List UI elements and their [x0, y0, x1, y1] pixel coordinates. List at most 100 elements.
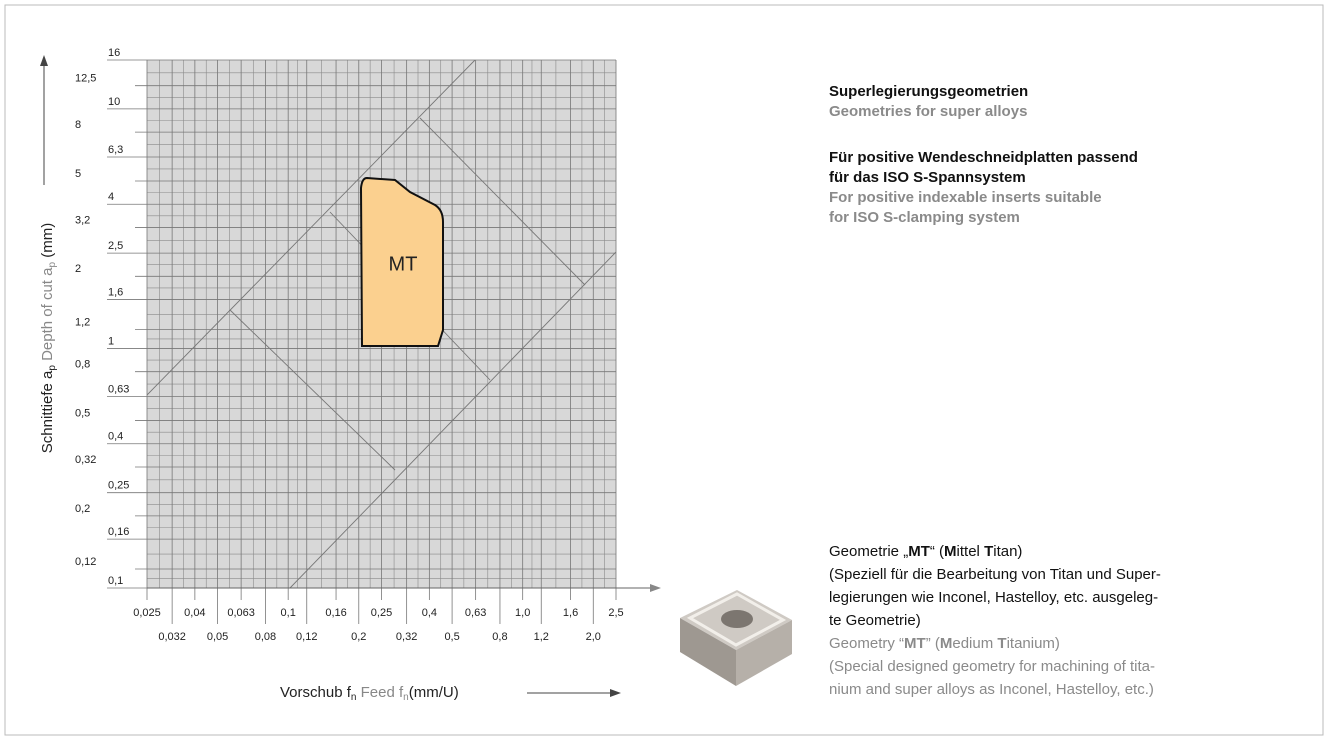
x-label-part: (mm/U): [409, 684, 459, 701]
x-tick-label: 0,8: [492, 631, 507, 643]
text-run: M: [939, 635, 953, 652]
description-line: Geometrie „MT“ (Mittel Titan): [829, 540, 1161, 563]
x-tick-label: 0,16: [325, 607, 346, 619]
text-run: MT: [908, 543, 930, 560]
x-tick-label: 2,0: [586, 631, 601, 643]
y-tick-label: 2: [75, 263, 81, 275]
text-run: M: [944, 543, 957, 560]
text-run: (Speziell für die Bearbeitung von Titan …: [829, 566, 1161, 583]
block: Für positive Wendeschneidplatten passend…: [829, 148, 1138, 228]
y-tick-label: 0,63: [108, 383, 129, 395]
frame: [4, 4, 1324, 736]
text-run: MT: [904, 635, 926, 652]
x-tick-label: 1,2: [534, 631, 549, 643]
y-arrow-head: [40, 55, 48, 66]
text-run: “ (: [929, 543, 945, 560]
x-tick-label: 0,04: [184, 607, 205, 619]
y-label-sub: p: [47, 262, 58, 268]
x-tick-label: 0,2: [351, 631, 366, 643]
y-tick-label: 1: [108, 335, 114, 347]
text-run: ittel: [956, 543, 985, 560]
y-tick-label: 0,5: [75, 407, 90, 419]
x-tick-label: 0,25: [371, 607, 392, 619]
y-tick-label: 2,5: [108, 240, 123, 252]
text-run: itan): [993, 543, 1023, 560]
y-tick-label: 0,1: [108, 575, 123, 587]
text-run: edium: [952, 635, 998, 652]
x-tick-label: 0,1: [281, 607, 296, 619]
y-tick-label: 0,16: [108, 526, 129, 538]
y-tick-label: 3,2: [75, 214, 90, 226]
y-tick-label: 1,6: [108, 286, 123, 298]
block: Superlegierungsgeometrien Geometries for…: [829, 82, 1028, 122]
y-tick-label: 5: [75, 168, 81, 180]
mt-region: [359, 176, 444, 347]
y-tick-label: 8: [75, 119, 81, 131]
x-label-part: Feed f: [356, 684, 404, 701]
description-line: (Speziell für die Bearbeitung von Titan …: [829, 563, 1161, 586]
x-tick-label: 1,0: [515, 607, 530, 619]
text-run: Geometrie „: [829, 543, 909, 560]
description-line: nium and super alloys as Inconel, Hastel…: [829, 678, 1161, 701]
y-tick-label: 6,3: [108, 144, 123, 156]
heading: für das ISO S-Spannsystem: [829, 169, 1026, 186]
x-tick-label: 0,05: [207, 631, 228, 643]
insert-image: [680, 590, 792, 686]
heading: Geometries for super alloys: [829, 103, 1028, 120]
y-tick-label: 1,2: [75, 316, 90, 328]
description-line: Geometry “MT” (Medium Titanium): [829, 632, 1161, 655]
y-tick-label: 0,25: [108, 480, 129, 492]
x-axis-label: Vorschub fn Feed fn(mm/U): [280, 684, 459, 703]
y-tick-label: 0,2: [75, 503, 90, 515]
x-tick-label: 0,63: [465, 607, 486, 619]
y-tick-label: 0,12: [75, 556, 96, 568]
region-label: MT: [389, 253, 418, 275]
text-run: itanium): [1006, 635, 1060, 652]
y-tick-label: 4: [108, 191, 114, 203]
y-tick-label: 12,5: [75, 73, 96, 85]
heading: For positive indexable inserts suitable: [829, 189, 1102, 206]
x-tick-label: 0,08: [255, 631, 276, 643]
heading: Für positive Wendeschneidplatten passend: [829, 149, 1138, 166]
diagonals: [147, 60, 616, 588]
y-label-part: (mm): [39, 223, 56, 262]
text-run: ” (: [925, 635, 940, 652]
text-run: legierungen wie Inconel, Hastelloy, etc.…: [829, 589, 1159, 606]
y-tick-label: 0,8: [75, 359, 90, 371]
y-axis-label: Schnittiefe ap Depth of cut ap (mm): [39, 223, 58, 453]
y-label-part: Depth of cut a: [39, 267, 56, 365]
text-run: T: [997, 635, 1007, 652]
y-label-part: Schnittiefe a: [39, 370, 56, 453]
y-label-sub: p: [47, 365, 58, 371]
y-tick-label: 0,32: [75, 454, 96, 466]
x-tick-label: 0,5: [444, 631, 459, 643]
text-run: T: [984, 543, 994, 560]
y-tick-label: 16: [108, 47, 120, 59]
y-tick-label: 0,4: [108, 431, 123, 443]
description-line: te Geometrie): [829, 609, 1161, 632]
text-run: nium and super alloys as Inconel, Hastel…: [829, 681, 1154, 698]
x-tick-label: 0,063: [227, 607, 255, 619]
x-tick-label: 0,032: [158, 631, 186, 643]
x-tick-label: 0,4: [422, 607, 437, 619]
x-tick-label: 0,12: [296, 631, 317, 643]
x-tick-label: 1,6: [563, 607, 578, 619]
x-tick-label: 0,32: [396, 631, 417, 643]
description-line: legierungen wie Inconel, Hastelloy, etc.…: [829, 586, 1161, 609]
y-tick-label: 10: [108, 96, 120, 108]
description: Geometrie „MT“ (Mittel Titan) (Speziell f…: [829, 540, 1161, 701]
heading: for ISO S-clamping system: [829, 209, 1020, 226]
x-tick-label: 2,5: [608, 607, 623, 619]
text-run: te Geometrie): [829, 612, 921, 629]
description-line: (Special designed geometry for machining…: [829, 655, 1161, 678]
x-arrow-head: [650, 584, 661, 592]
x-label-sub: n: [403, 692, 409, 703]
x-label-part: Vorschub f: [280, 684, 352, 701]
heading: Superlegierungsgeometrien: [829, 83, 1029, 100]
text-run: (Special designed geometry for machining…: [829, 658, 1156, 675]
x-label-sub: n: [351, 692, 357, 703]
text-run: Geometry “: [829, 635, 905, 652]
x-tick-label: 0,025: [133, 607, 161, 619]
